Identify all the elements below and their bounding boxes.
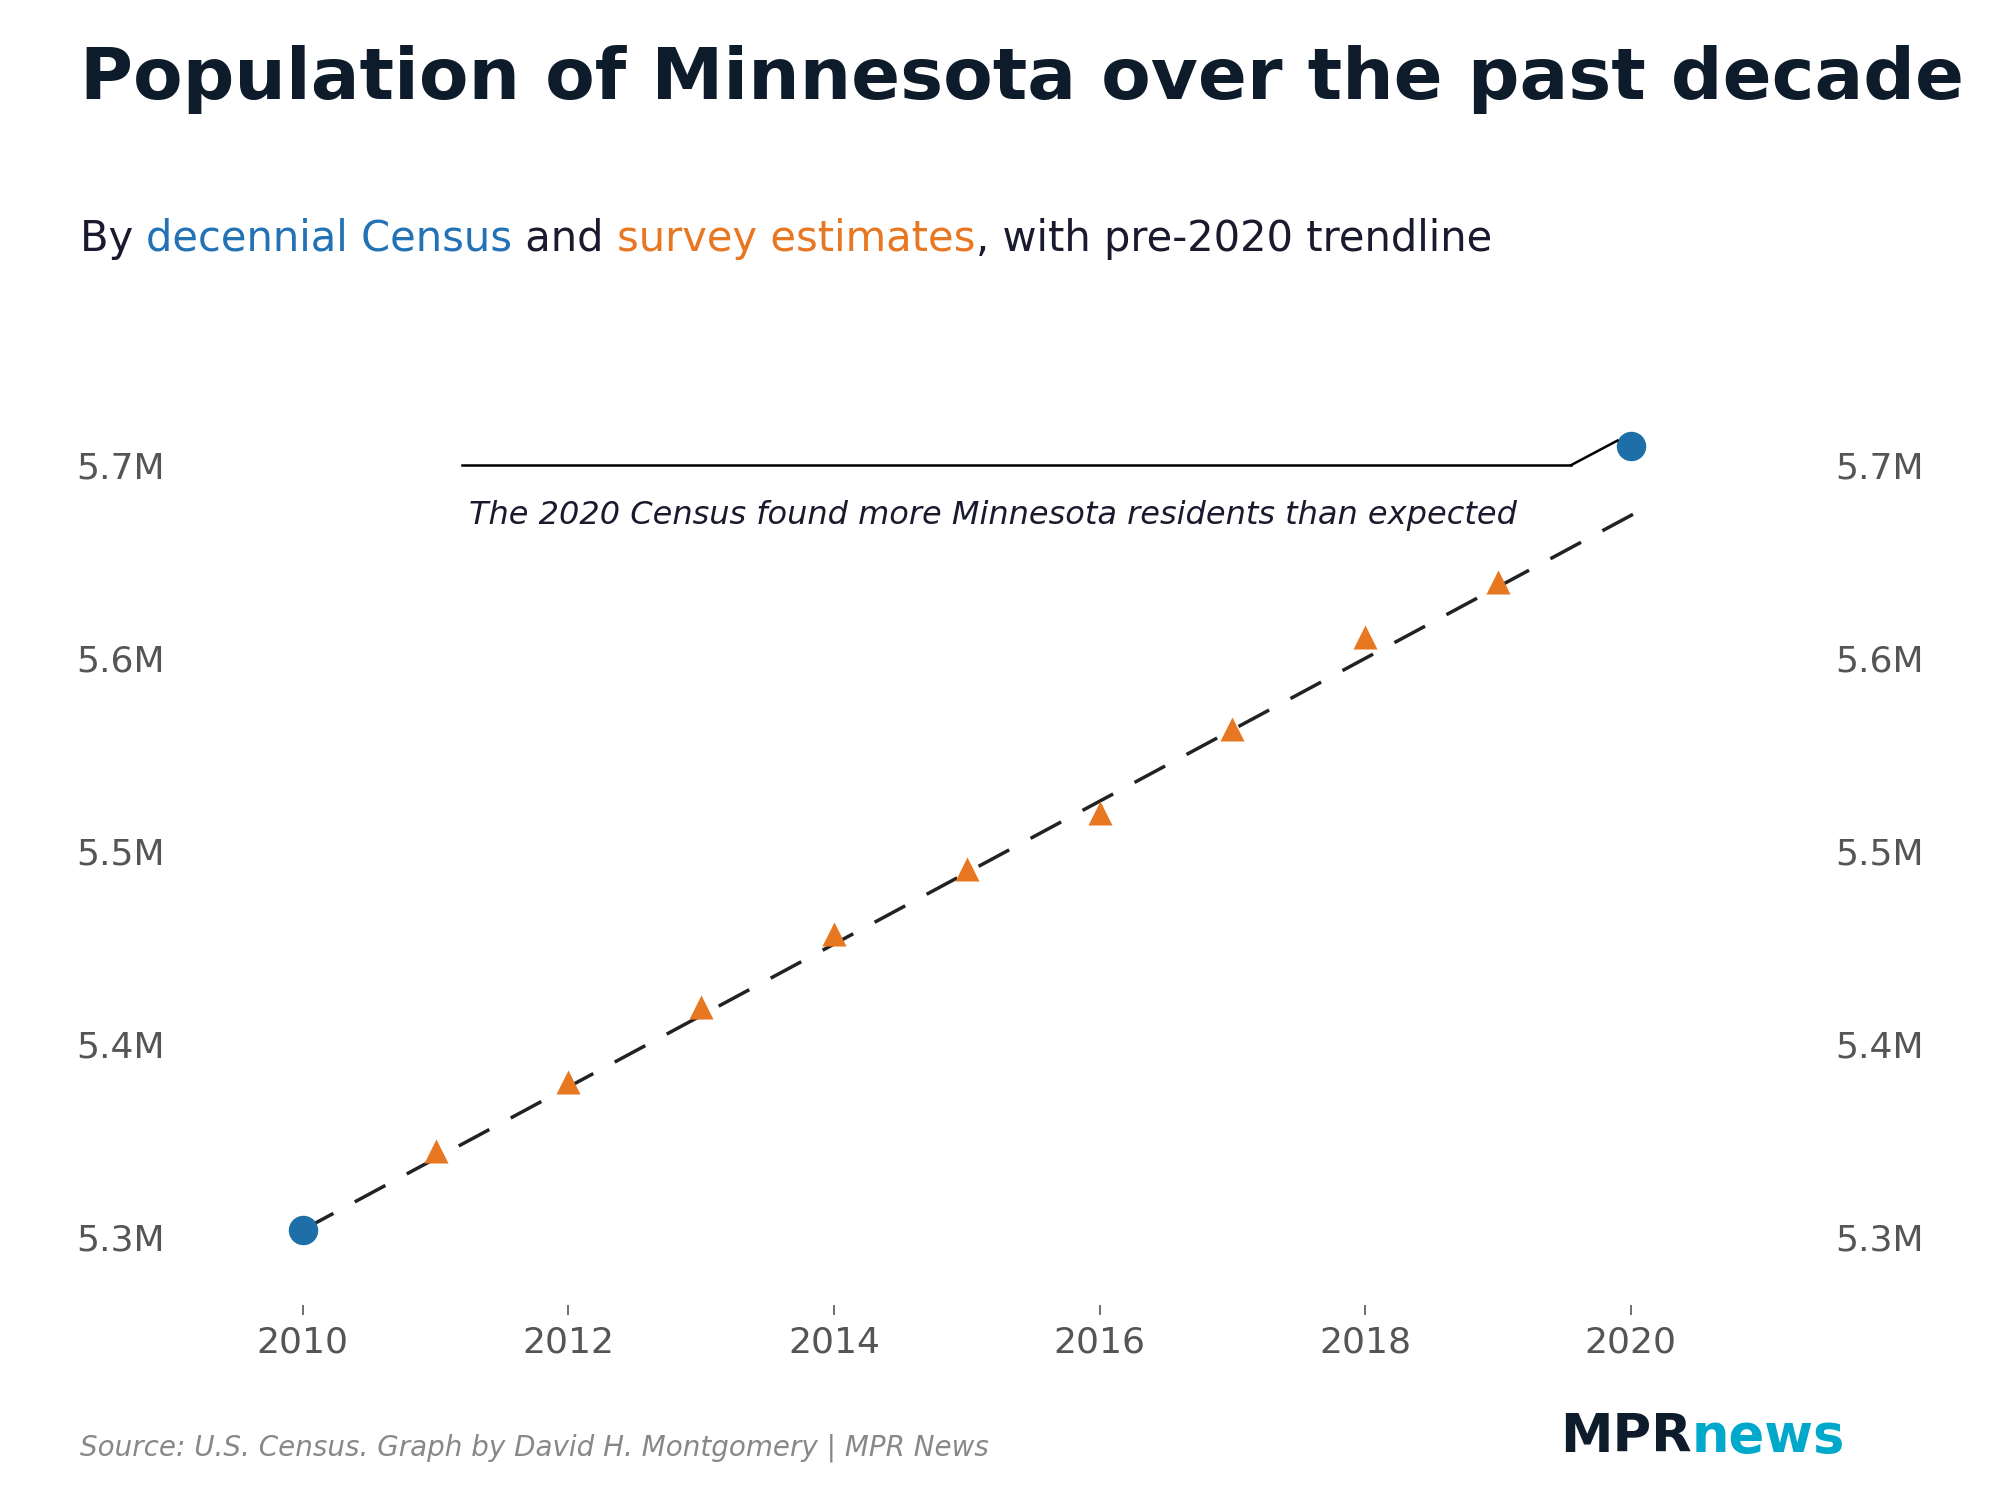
Text: survey estimates: survey estimates xyxy=(618,217,976,259)
Point xyxy=(686,996,718,1020)
Point xyxy=(950,856,982,880)
Text: decennial Census: decennial Census xyxy=(146,217,512,259)
Text: Source: U.S. Census. Graph by David H. Montgomery | MPR News: Source: U.S. Census. Graph by David H. M… xyxy=(80,1434,988,1462)
Text: Population of Minnesota over the past decade: Population of Minnesota over the past de… xyxy=(80,45,1964,114)
Text: The 2020 Census found more Minnesota residents than expected: The 2020 Census found more Minnesota res… xyxy=(468,500,1516,531)
Point xyxy=(1350,624,1382,648)
Text: By: By xyxy=(80,217,146,259)
Text: and: and xyxy=(512,217,618,259)
Text: , with pre-2020 trendline: , with pre-2020 trendline xyxy=(976,217,1492,259)
Point xyxy=(1084,801,1116,825)
Point xyxy=(286,1218,318,1242)
Point xyxy=(420,1138,452,1162)
Point xyxy=(552,1071,584,1095)
Text: news: news xyxy=(1692,1410,1846,1462)
Text: MPR: MPR xyxy=(1560,1410,1692,1462)
Point xyxy=(1614,435,1646,459)
Point xyxy=(1482,570,1514,594)
Point xyxy=(1216,717,1248,741)
Point xyxy=(818,922,850,946)
